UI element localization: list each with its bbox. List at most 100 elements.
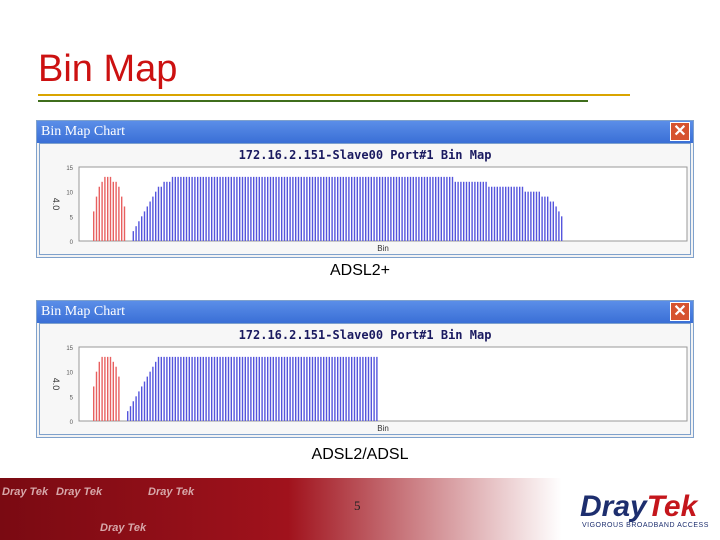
brand-tagline: VIGOROUS BROADBAND ACCESS	[582, 522, 709, 529]
bin-bar	[351, 176, 353, 241]
bin-bar	[353, 356, 356, 421]
bin-bar	[202, 356, 204, 421]
window-titlebar[interactable]	[37, 121, 693, 143]
bin-bar	[311, 176, 314, 241]
bin-bar	[244, 356, 246, 421]
page-number: 5	[354, 498, 361, 513]
bin-bar	[149, 201, 151, 241]
bin-bar	[157, 186, 160, 241]
footer-band	[0, 478, 720, 540]
bin-map-window-adsl2plus: Bin Map Chart ✕ 172.16.2.151-Slave00 Por…	[36, 120, 694, 258]
y-tick-label: 5	[70, 395, 74, 401]
bin-bar	[163, 356, 165, 421]
bin-bar	[241, 356, 244, 421]
footer-watermark: Dray Tek	[148, 486, 195, 498]
bin-bar	[311, 356, 314, 421]
bin-bar	[538, 191, 540, 241]
bin-bar	[339, 176, 342, 241]
bin-bar	[183, 176, 185, 241]
window-titlebar[interactable]	[37, 301, 693, 323]
bin-bar	[233, 176, 235, 241]
bin-bar	[549, 201, 552, 241]
bin-bar	[356, 176, 358, 241]
bin-bar	[118, 376, 120, 421]
bin-bar	[211, 356, 213, 421]
bin-bar	[272, 356, 274, 421]
bin-bar	[155, 361, 157, 421]
bin-bar	[177, 356, 179, 421]
bin-bar	[561, 216, 563, 241]
slide-title: Bin Map	[38, 48, 178, 90]
bin-bar	[250, 176, 252, 241]
close-icon: ✕	[673, 123, 687, 140]
bin-bar	[370, 356, 372, 421]
bin-bar	[281, 176, 283, 241]
bin-bar	[443, 176, 445, 241]
bin-bar	[437, 176, 440, 241]
bin-bar	[171, 176, 174, 241]
bin-bar	[267, 356, 269, 421]
bin-bar	[123, 206, 126, 241]
bin-bar	[194, 356, 196, 421]
bin-bar	[286, 356, 288, 421]
bin-bar	[300, 356, 302, 421]
bin-bar	[395, 176, 398, 241]
bin-bar	[370, 176, 372, 241]
bin-bar	[376, 356, 378, 421]
bin-bar	[390, 176, 392, 241]
bin-bar	[485, 181, 487, 241]
bin-bar	[129, 406, 132, 421]
bin-bar	[356, 356, 358, 421]
bin-bar	[334, 356, 336, 421]
bin-bar	[230, 356, 232, 421]
y-axis-label: 4.0	[51, 378, 61, 391]
bin-bar	[454, 181, 456, 241]
bin-bar	[471, 181, 473, 241]
bin-bar	[300, 176, 302, 241]
bin-bar	[112, 181, 114, 241]
bin-bar	[188, 356, 190, 421]
close-button[interactable]: ✕	[670, 122, 690, 141]
y-tick-label: 0	[70, 240, 74, 246]
bin-bar	[115, 366, 117, 421]
bin-bar	[166, 356, 168, 421]
bin-bar	[317, 176, 319, 241]
bin-bar	[132, 401, 134, 421]
bin-bar	[325, 356, 328, 421]
bin-bar	[107, 176, 109, 241]
bin-bar	[328, 176, 330, 241]
bin-map-chart: 172.16.2.151-Slave00 Port#1 Bin Map 4.0 15…	[51, 148, 688, 253]
bin-bar	[477, 181, 479, 241]
close-button[interactable]: ✕	[670, 302, 690, 321]
bin-bar	[211, 176, 213, 241]
bin-bar	[194, 176, 196, 241]
bin-bar	[359, 176, 361, 241]
bin-bar	[348, 356, 350, 421]
bin-bar	[197, 176, 199, 241]
bin-bar	[98, 186, 100, 241]
bin-bar	[412, 176, 414, 241]
bin-bar	[306, 176, 308, 241]
bin-bar	[227, 176, 230, 241]
bin-bar	[121, 196, 123, 241]
bin-bar	[202, 176, 204, 241]
bin-bar	[155, 191, 157, 241]
bin-bar	[365, 176, 367, 241]
bin-bar	[227, 356, 230, 421]
bin-bar	[219, 176, 221, 241]
bin-bar	[373, 176, 375, 241]
y-tick-label: 15	[66, 166, 73, 172]
bin-bar	[474, 181, 476, 241]
bin-bar	[479, 181, 482, 241]
bin-bar	[507, 186, 510, 241]
bin-bar	[205, 176, 207, 241]
bin-bar	[432, 176, 434, 241]
bin-bar	[278, 356, 280, 421]
bin-bar	[267, 176, 269, 241]
bin-bar	[213, 356, 216, 421]
y-tick-label: 0	[70, 420, 74, 426]
bin-bar	[297, 356, 300, 421]
bin-bar	[379, 176, 381, 241]
window-title: Bin Map Chart	[41, 304, 125, 319]
bin-bar	[404, 176, 406, 241]
